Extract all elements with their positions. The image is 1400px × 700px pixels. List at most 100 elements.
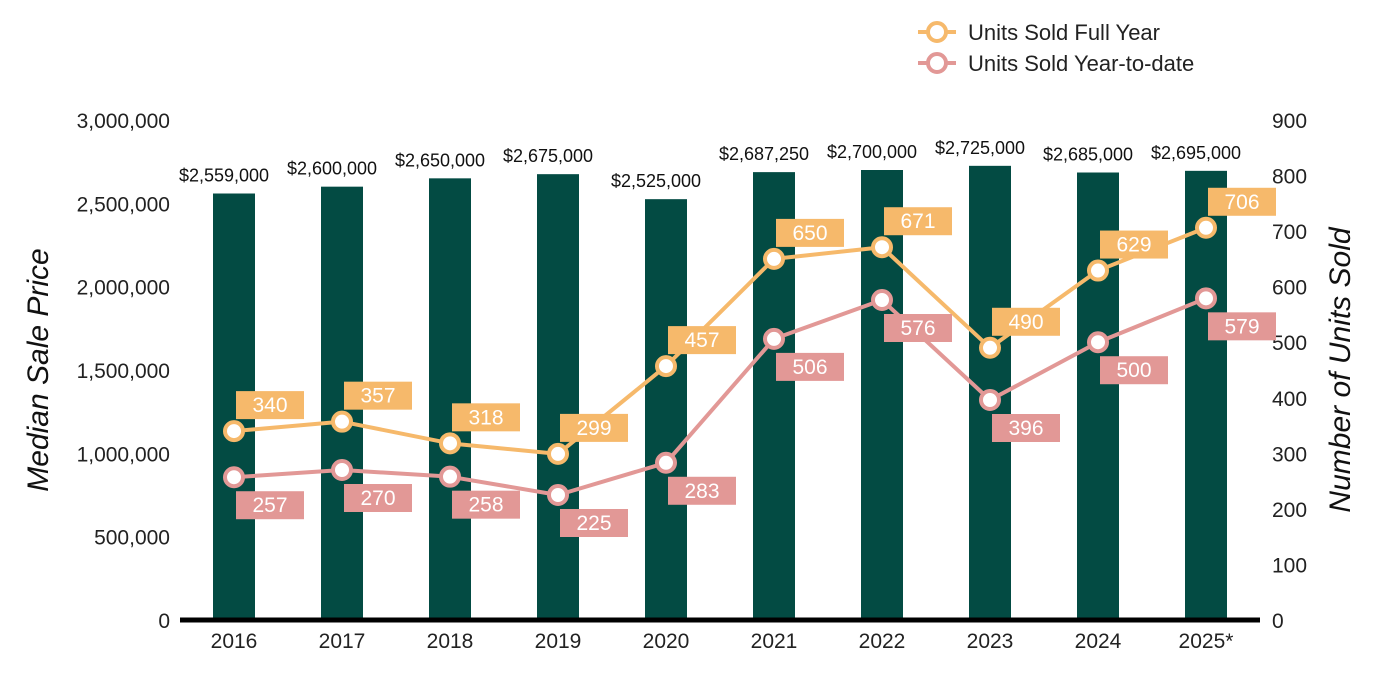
x-tick-label: 2023 — [967, 630, 1014, 653]
data-label-box — [1100, 230, 1168, 259]
data-label: 270 — [360, 487, 395, 510]
x-tick-label: 2025* — [1179, 630, 1234, 653]
right-tick-label: 400 — [1272, 388, 1307, 411]
data-label: 283 — [684, 480, 719, 503]
x-axis-ticks: 2016 2017 2018 2019 2020 2021 2022 2023 2024 2025… — [180, 617, 1260, 653]
right-axis-ticks: 0 100 200 300 400 500 600 700 800 900 — [1272, 110, 1307, 633]
series-point — [1087, 331, 1109, 354]
series-point — [1195, 216, 1217, 239]
series-point — [763, 327, 785, 350]
series-point — [223, 466, 245, 489]
series-line — [233, 296, 1207, 497]
legend: Units Sold Full Year Units Sold Year-to-d… — [918, 20, 1194, 76]
series-point — [331, 459, 353, 481]
bar-value-label: $2,700,000 — [827, 142, 917, 162]
right-tick-label: 900 — [1272, 110, 1307, 133]
data-label-box — [1100, 356, 1168, 385]
bar — [429, 178, 471, 621]
data-label: 629 — [1116, 234, 1151, 257]
data-label-box — [344, 484, 412, 512]
bar-value-label: $2,695,000 — [1151, 143, 1241, 163]
data-label: 396 — [1008, 417, 1043, 440]
data-label-box — [1208, 187, 1276, 216]
left-tick-label: 0 — [158, 610, 170, 633]
left-axis-ticks: 0 500,000 1,000,000 1,500,000 2,000,000 2,500… — [77, 110, 170, 633]
data-label-box — [668, 476, 736, 505]
data-label-box — [452, 490, 520, 519]
bars-layer — [213, 165, 1227, 621]
x-tick-label: 2018 — [427, 630, 474, 653]
right-tick-label: 500 — [1272, 332, 1307, 355]
legend-marker — [926, 52, 948, 74]
bar — [537, 174, 579, 620]
bar — [1185, 170, 1227, 621]
bar-value-label: $2,559,000 — [179, 166, 269, 186]
data-label: 650 — [792, 222, 827, 245]
series-point — [979, 336, 1001, 359]
series-point — [871, 236, 893, 259]
series-point — [439, 465, 461, 488]
series-point — [1195, 287, 1217, 310]
data-label: 671 — [900, 210, 935, 233]
data-label-box — [884, 207, 952, 236]
data-label: 257 — [252, 494, 287, 517]
left-tick-label: 500,000 — [94, 527, 170, 550]
data-label-box — [560, 413, 628, 442]
bar-value-label: $2,600,000 — [287, 159, 377, 179]
series-point — [979, 389, 1001, 411]
right-tick-label: 600 — [1272, 277, 1307, 300]
data-label-box — [560, 509, 628, 537]
right-tick-label: 0 — [1272, 610, 1284, 633]
data-label-box — [884, 314, 952, 342]
data-label: 506 — [792, 356, 827, 379]
data-label: 299 — [576, 417, 611, 440]
data-label: 706 — [1224, 191, 1259, 214]
x-tick-label: 2016 — [211, 630, 258, 653]
right-tick-label: 800 — [1272, 166, 1307, 189]
left-tick-label: 2,000,000 — [77, 277, 170, 300]
data-label-box — [236, 391, 304, 420]
data-label-box — [236, 491, 304, 520]
bar-value-label: $2,675,000 — [503, 146, 593, 166]
bar-value-label: $2,525,000 — [611, 171, 701, 191]
bar-value-label: $2,725,000 — [935, 138, 1025, 158]
series-point — [763, 247, 785, 270]
series-point — [1087, 259, 1109, 282]
x-tick-label: 2022 — [859, 630, 906, 653]
right-tick-label: 200 — [1272, 499, 1307, 522]
right-axis-title: Number of Units Sold — [1324, 226, 1357, 512]
x-tick-label: 2024 — [1075, 630, 1122, 653]
data-label: 490 — [1008, 311, 1043, 334]
series-point — [655, 451, 677, 474]
left-tick-label: 3,000,000 — [77, 110, 170, 133]
bar — [645, 199, 687, 620]
series-point — [223, 420, 245, 443]
series-point — [439, 432, 461, 455]
axes-layer: 0 500,000 1,000,000 1,500,000 2,000,000 2,500… — [22, 110, 1357, 653]
data-label: 258 — [468, 494, 503, 517]
data-label: 340 — [252, 394, 287, 417]
data-label-box — [1208, 312, 1276, 341]
right-tick-label: 100 — [1272, 554, 1307, 577]
x-tick-label: 2017 — [319, 630, 366, 653]
x-tick-label: 2019 — [535, 630, 582, 653]
legend-entry: Units Sold Year-to-date — [968, 51, 1194, 76]
data-label: 457 — [684, 329, 719, 352]
data-label-box — [776, 352, 844, 381]
data-label: 500 — [1116, 359, 1151, 382]
legend-entry: Units Sold Full Year — [968, 20, 1160, 45]
lines-layer: 340 357 318 299 457 650 671 490 629 706 257 270 258 2… — [223, 187, 1276, 537]
data-label-box — [344, 381, 412, 410]
x-tick-label: 2021 — [751, 630, 798, 653]
right-tick-label: 300 — [1272, 443, 1307, 466]
data-label-box — [452, 403, 520, 432]
bar-value-label: $2,687,250 — [719, 144, 809, 164]
series-point — [331, 410, 353, 433]
series-point — [547, 484, 569, 506]
left-tick-label: 2,500,000 — [77, 193, 170, 216]
left-tick-label: 1,500,000 — [77, 360, 170, 383]
data-label-box — [776, 218, 844, 247]
bar-value-label: $2,685,000 — [1043, 145, 1133, 165]
bar-value-label: $2,650,000 — [395, 150, 485, 170]
